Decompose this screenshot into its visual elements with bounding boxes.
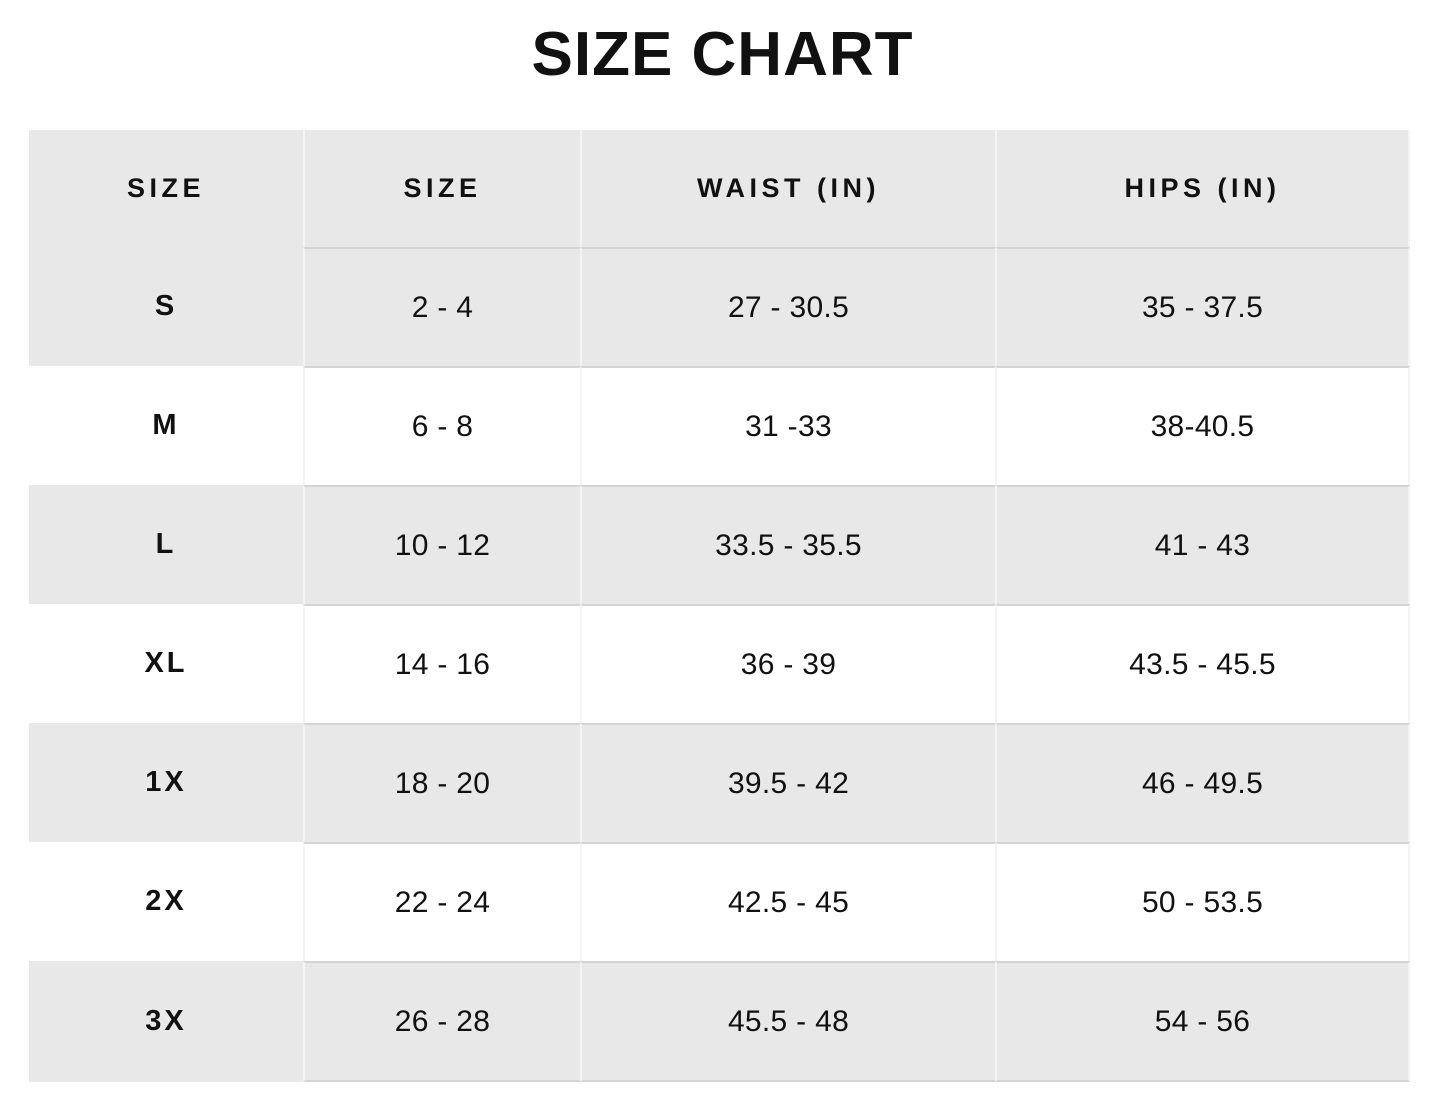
cell-size-label: XL: [29, 604, 303, 723]
cell-size-label: L: [29, 485, 303, 604]
cell-size-numeric: 6 - 8: [303, 366, 580, 485]
cell-hips-value: 50 - 53.5: [995, 842, 1410, 961]
cell-size-numeric: 14 - 16: [303, 604, 580, 723]
cell-hips-value: 38-40.5: [995, 366, 1410, 485]
cell-hips-value: 54 - 56: [995, 961, 1410, 1082]
cell-waist-value: 31 -33: [580, 366, 995, 485]
page-title: SIZE CHART: [531, 20, 914, 89]
cell-size-label: 2X: [29, 842, 303, 961]
cell-waist-value: 42.5 - 45: [580, 842, 995, 961]
table-row: 1X 18 - 20 39.5 - 42 46 - 49.5: [29, 723, 1410, 842]
column-header-waist: WAIST (IN): [580, 130, 995, 247]
cell-waist-value: 39.5 - 42: [580, 723, 995, 842]
table-row: L 10 - 12 33.5 - 35.5 41 - 43: [29, 485, 1410, 604]
cell-hips-value: 46 - 49.5: [995, 723, 1410, 842]
cell-hips-value: 41 - 43: [995, 485, 1410, 604]
table-row: 2X 22 - 24 42.5 - 45 50 - 53.5: [29, 842, 1410, 961]
column-header-size-letter: SIZE: [29, 130, 303, 247]
table-row: 3X 26 - 28 45.5 - 48 54 - 56: [29, 961, 1410, 1082]
cell-waist-value: 27 - 30.5: [580, 247, 995, 366]
column-header-size-numeric: SIZE: [303, 130, 580, 247]
cell-size-label: 1X: [29, 723, 303, 842]
cell-size-label: 3X: [29, 961, 303, 1082]
cell-size-label: S: [29, 247, 303, 366]
column-header-hips: HIPS (IN): [995, 130, 1410, 247]
cell-hips-value: 43.5 - 45.5: [995, 604, 1410, 723]
cell-waist-value: 33.5 - 35.5: [580, 485, 995, 604]
table-header-row: SIZE SIZE WAIST (IN) HIPS (IN): [29, 130, 1410, 247]
cell-size-numeric: 10 - 12: [303, 485, 580, 604]
cell-waist-value: 36 - 39: [580, 604, 995, 723]
cell-size-numeric: 2 - 4: [303, 247, 580, 366]
cell-size-numeric: 18 - 20: [303, 723, 580, 842]
cell-size-label: M: [29, 366, 303, 485]
cell-size-numeric: 26 - 28: [303, 961, 580, 1082]
cell-size-numeric: 22 - 24: [303, 842, 580, 961]
cell-hips-value: 35 - 37.5: [995, 247, 1410, 366]
table-header: SIZE SIZE WAIST (IN) HIPS (IN): [29, 130, 1410, 247]
cell-waist-value: 45.5 - 48: [580, 961, 995, 1082]
table-row: XL 14 - 16 36 - 39 43.5 - 45.5: [29, 604, 1410, 723]
